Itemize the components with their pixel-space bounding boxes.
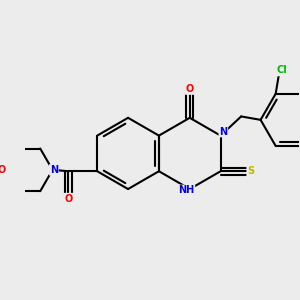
- Text: Cl: Cl: [277, 65, 287, 76]
- Text: S: S: [247, 166, 254, 176]
- Text: N: N: [50, 165, 58, 175]
- Text: NH: NH: [178, 185, 194, 195]
- Text: O: O: [64, 194, 73, 204]
- Text: O: O: [186, 84, 194, 94]
- Text: O: O: [0, 165, 5, 175]
- Text: N: N: [219, 127, 227, 136]
